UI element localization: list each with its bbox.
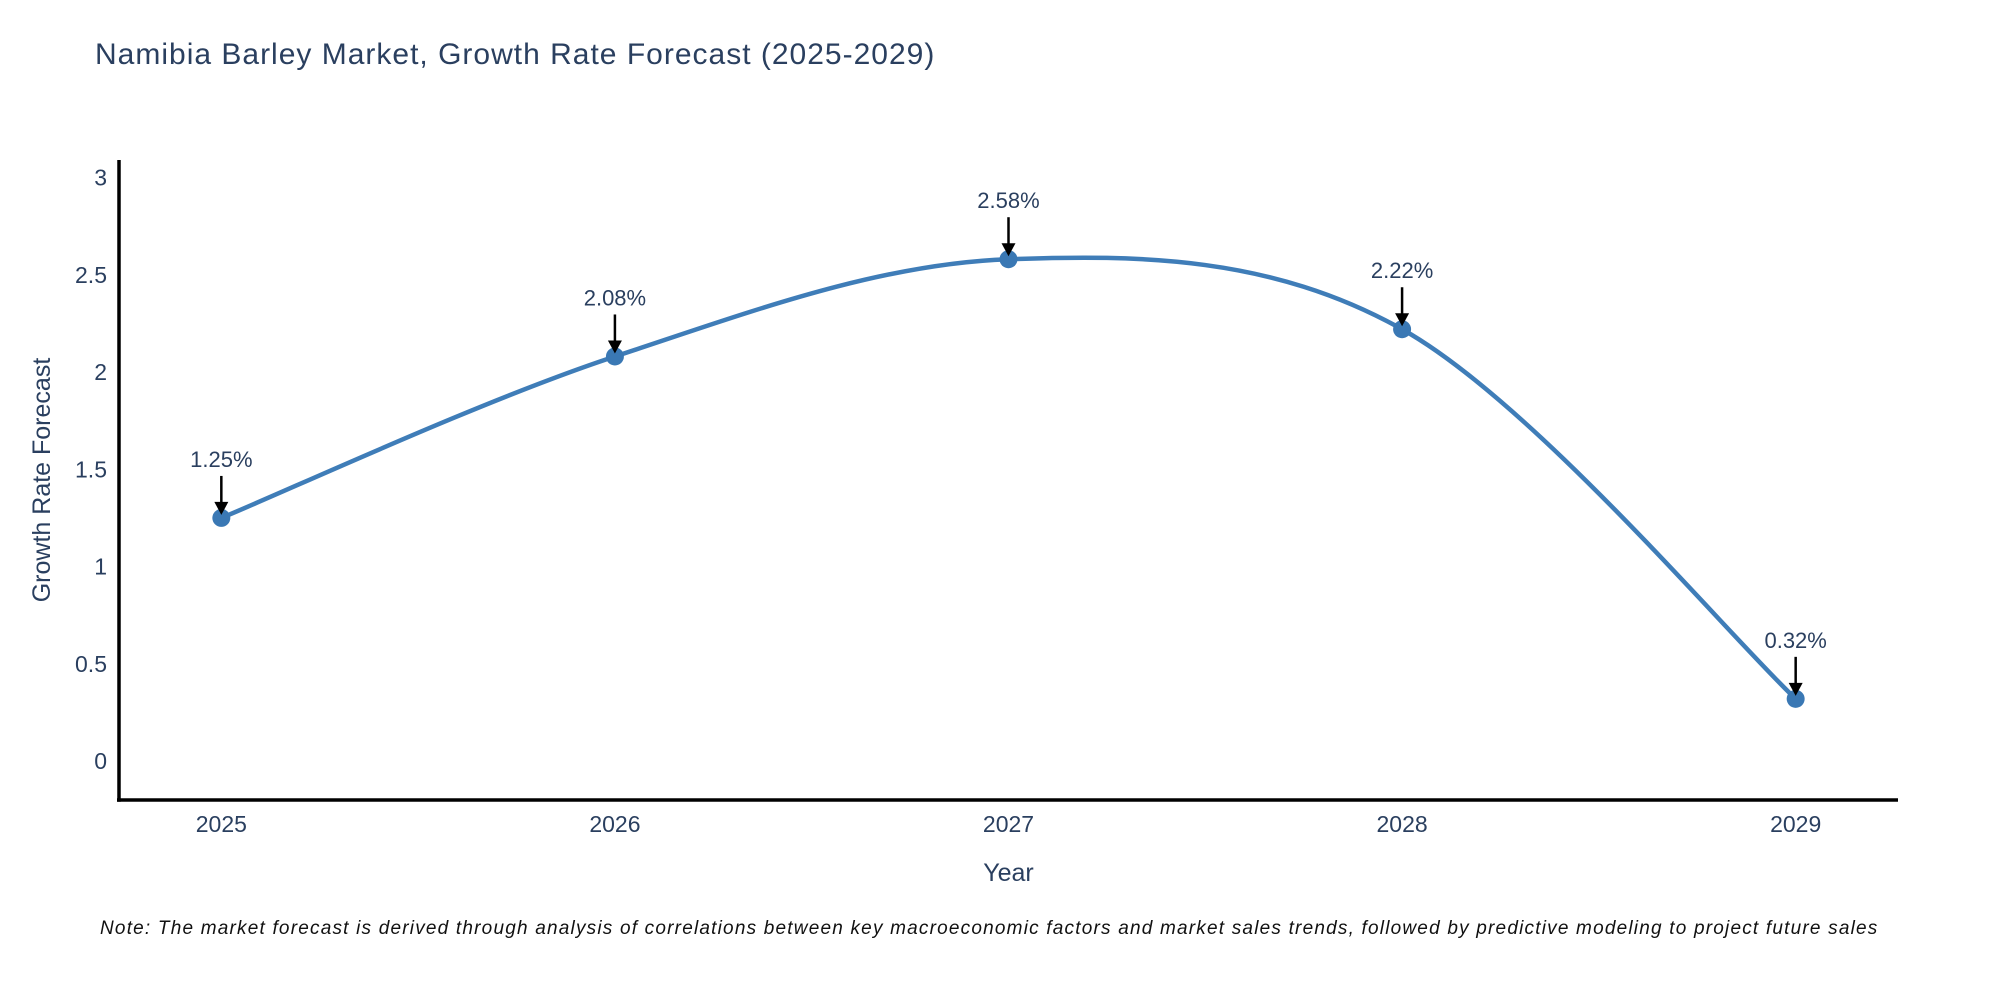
y-tick-label: 0 [94, 748, 107, 774]
annotation-arrowhead [214, 501, 229, 515]
y-tick-label: 3 [94, 165, 107, 191]
x-tick-label: 2029 [1770, 811, 1821, 837]
y-tick-label: 2.5 [75, 262, 107, 288]
x-axis-title: Year [983, 859, 1034, 887]
data-point-marker [212, 508, 231, 527]
x-tick-label: 2027 [983, 811, 1034, 837]
footnote: Note: The market forecast is derived thr… [100, 918, 1879, 939]
trend-line [219, 255, 1798, 702]
annotation-arrowhead [607, 340, 622, 354]
chart-title: Namibia Barley Market, Growth Rate Forec… [95, 38, 936, 71]
data-point-marker [1786, 689, 1805, 708]
annotation-arrowhead [1001, 243, 1016, 257]
y-tick-label: 2 [94, 359, 107, 385]
x-tick-label: 2026 [589, 811, 640, 837]
y-tick-label: 1.5 [75, 456, 107, 482]
y-axis-title: Growth Rate Forecast [28, 358, 56, 603]
x-tick-label: 2028 [1376, 811, 1427, 837]
annotation-label: 1.25% [190, 447, 252, 472]
annotation-label: 2.22% [1371, 258, 1433, 283]
annotation-label: 0.32% [1764, 628, 1826, 653]
annotation-arrowhead [1395, 313, 1410, 327]
annotation-label: 2.08% [584, 285, 646, 310]
data-point-marker [605, 347, 624, 366]
y-tick-label: 0.5 [75, 651, 107, 677]
annotation-label: 2.58% [977, 188, 1039, 213]
data-point-marker [1393, 320, 1412, 339]
x-tick-label: 2025 [196, 811, 247, 837]
annotation-arrowhead [1788, 682, 1803, 696]
y-tick-label: 1 [94, 554, 107, 580]
data-point-marker [999, 250, 1018, 269]
